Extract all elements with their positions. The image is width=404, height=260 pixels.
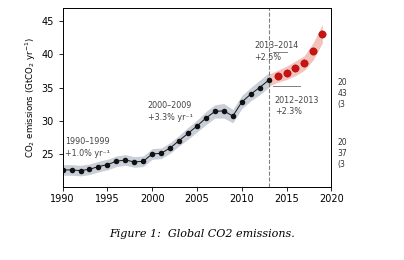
Point	[283, 71, 290, 75]
Point	[257, 86, 263, 90]
Point	[203, 116, 209, 120]
Point	[59, 168, 66, 172]
Point	[149, 152, 156, 156]
Text: 1990–1999
+1.0% yr⁻¹: 1990–1999 +1.0% yr⁻¹	[65, 137, 110, 158]
Point	[247, 92, 254, 96]
Point	[310, 49, 317, 53]
Text: 20
43
(3: 20 43 (3	[337, 78, 347, 109]
Point	[122, 158, 128, 162]
Point	[77, 168, 84, 173]
Point	[104, 162, 111, 167]
Point	[194, 124, 200, 128]
Point	[265, 78, 272, 82]
Point	[113, 159, 120, 163]
Point	[176, 139, 182, 143]
Point	[301, 61, 307, 65]
Point	[95, 165, 102, 169]
Point	[131, 160, 137, 164]
Point	[221, 109, 227, 113]
Point	[185, 131, 191, 135]
Point	[167, 146, 173, 150]
Point	[140, 159, 146, 163]
Text: 2012–2013
+2.3%: 2012–2013 +2.3%	[275, 95, 319, 116]
Point	[238, 100, 245, 104]
Text: Figure 1:  Global CO2 emissions.: Figure 1: Global CO2 emissions.	[109, 229, 295, 239]
Point	[212, 109, 218, 114]
Point	[292, 66, 299, 70]
Point	[158, 151, 164, 155]
Text: 2000–2009
+3.3% yr⁻¹: 2000–2009 +3.3% yr⁻¹	[148, 101, 193, 122]
Y-axis label: CO$_2$ emissions (GtCO$_2$ yr$^{-1}$): CO$_2$ emissions (GtCO$_2$ yr$^{-1}$)	[24, 37, 38, 158]
Point	[86, 167, 93, 171]
Point	[229, 114, 236, 118]
Point	[319, 32, 326, 36]
Point	[274, 74, 281, 78]
Text: 2013–2014
+2.5%: 2013–2014 +2.5%	[254, 41, 299, 62]
Text: 20
37
(3: 20 37 (3	[337, 138, 347, 169]
Point	[68, 168, 75, 172]
